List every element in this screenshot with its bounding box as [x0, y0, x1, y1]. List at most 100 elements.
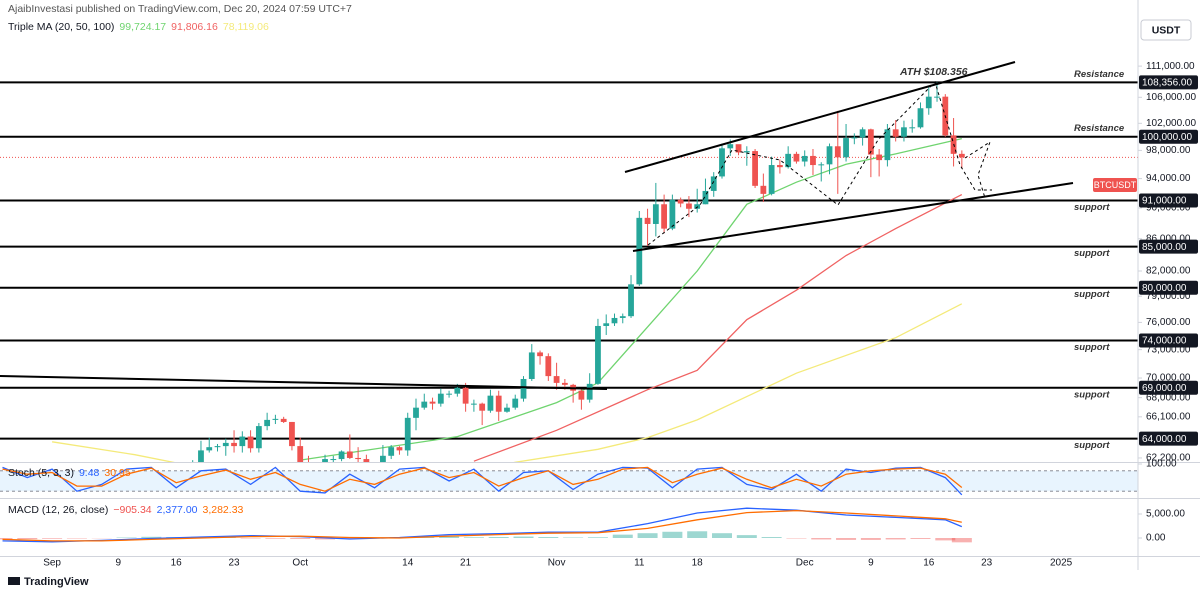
- x-tick-label: 18: [692, 558, 704, 569]
- candle-body: [884, 129, 891, 161]
- candle-body: [272, 418, 279, 420]
- level-box: [1139, 193, 1198, 208]
- band: [0, 470, 1138, 492]
- level-label: 108,356.00: [1142, 78, 1192, 89]
- x-tick-label: 21: [460, 558, 472, 569]
- y-tick-label: 98,000.00: [1146, 145, 1191, 156]
- candle-body: [479, 403, 486, 411]
- candle-body: [826, 146, 833, 165]
- candle-body: [214, 446, 221, 448]
- candle-body: [710, 176, 717, 191]
- candle-body: [247, 436, 254, 449]
- candle-body: [446, 393, 452, 395]
- histogram-bar: [513, 536, 534, 539]
- candle-body: [595, 325, 601, 384]
- price-pane: [0, 61, 1138, 462]
- candle-body: [454, 387, 461, 394]
- y-tick-label: 94,000.00: [1146, 173, 1191, 184]
- candle-body: [859, 129, 866, 138]
- histogram-bar: [0, 538, 13, 540]
- candle-body: [810, 155, 816, 166]
- candle-body: [702, 190, 709, 205]
- series-line: [300, 137, 962, 461]
- x-tick-label: Oct: [292, 558, 308, 569]
- candle-body: [727, 144, 734, 149]
- candle-body: [520, 379, 527, 399]
- y-tick-label: 100.00: [1146, 459, 1177, 470]
- candle-body: [925, 96, 932, 109]
- histogram-bar: [538, 537, 559, 539]
- candle-body: [768, 165, 775, 194]
- candle-body: [776, 165, 783, 168]
- candle-body: [677, 199, 684, 204]
- histogram-bar: [761, 537, 782, 539]
- level-label: 74,000.00: [1142, 336, 1187, 347]
- projection-path: [647, 81, 992, 246]
- y-tick-label: 62,200.00: [1146, 453, 1191, 464]
- candle-body: [843, 138, 849, 158]
- legend-value: −905.34: [113, 504, 151, 516]
- candle-body: [694, 204, 701, 209]
- level-note: support: [1074, 440, 1110, 451]
- histogram-bar: [935, 538, 956, 541]
- candle-body: [735, 144, 742, 153]
- candle-body: [222, 442, 229, 447]
- x-tick-label: 11: [634, 558, 645, 569]
- y-tick-label: 66,100.00: [1146, 411, 1191, 422]
- ath-annotation: ATH $108.356: [899, 66, 968, 78]
- candle-body: [355, 457, 362, 460]
- level-label: 80,000.00: [1142, 283, 1187, 294]
- legend-name: MACD (12, 26, close): [8, 504, 108, 516]
- candle-body: [619, 316, 626, 318]
- candle-body: [239, 436, 246, 447]
- histogram-bar: [587, 537, 608, 539]
- candle-body: [512, 398, 519, 408]
- y-tick-label: 70,000.00: [1146, 373, 1191, 384]
- author-line: AjaibInvestasi published on TradingView.…: [8, 3, 352, 15]
- histogram-bar: [910, 538, 931, 539]
- candle-body: [743, 151, 750, 153]
- candle-body: [380, 455, 386, 462]
- candle-body: [586, 383, 593, 400]
- candle-body: [487, 395, 494, 411]
- labels: AjaibInvestasi published on TradingView.…: [8, 3, 1192, 588]
- logo: TradingView: [8, 576, 89, 588]
- histogram-bar: [141, 536, 162, 539]
- ma-legend: Triple MA (20, 50, 100) 99,724.17 91,806.1…: [8, 21, 269, 33]
- candle-body: [421, 401, 428, 408]
- y-tick-label: 82,000.00: [1146, 266, 1191, 277]
- channel-upper: [624, 61, 1016, 173]
- level-label: 91,000.00: [1142, 196, 1187, 207]
- histogram-bar: [17, 538, 38, 540]
- candle-body: [363, 459, 370, 462]
- legend-value: 2,377.00: [157, 504, 198, 516]
- legend-name: Stoch (5, 3, 3): [8, 467, 74, 479]
- y-tick-label: 68,000.00: [1146, 392, 1191, 403]
- histogram-bar: [637, 533, 658, 539]
- candle-body: [346, 451, 353, 458]
- histogram-bar: [712, 533, 733, 539]
- level-note: support: [1074, 389, 1110, 400]
- level-note: support: [1074, 342, 1110, 353]
- candle-body: [537, 352, 543, 357]
- x-tick-label: 16: [923, 558, 935, 569]
- candle-body: [793, 153, 800, 162]
- candle-body: [644, 217, 651, 224]
- candle-body: [867, 129, 874, 155]
- candle-body: [901, 127, 907, 137]
- candle-body: [504, 407, 510, 412]
- series-line: [473, 194, 963, 462]
- y-tick-label: 5,000.00: [1146, 509, 1185, 520]
- series-line: [51, 303, 963, 462]
- candle-body: [198, 450, 204, 462]
- candle-body: [834, 146, 841, 158]
- channel-lower: [632, 182, 1074, 252]
- candle-body: [561, 382, 568, 385]
- candle-body: [545, 356, 552, 377]
- candle-body: [528, 352, 535, 380]
- stoch-pane: [0, 466, 1138, 496]
- level-box: [1139, 75, 1198, 90]
- histogram-bar: [687, 531, 708, 539]
- candle-body: [934, 96, 940, 98]
